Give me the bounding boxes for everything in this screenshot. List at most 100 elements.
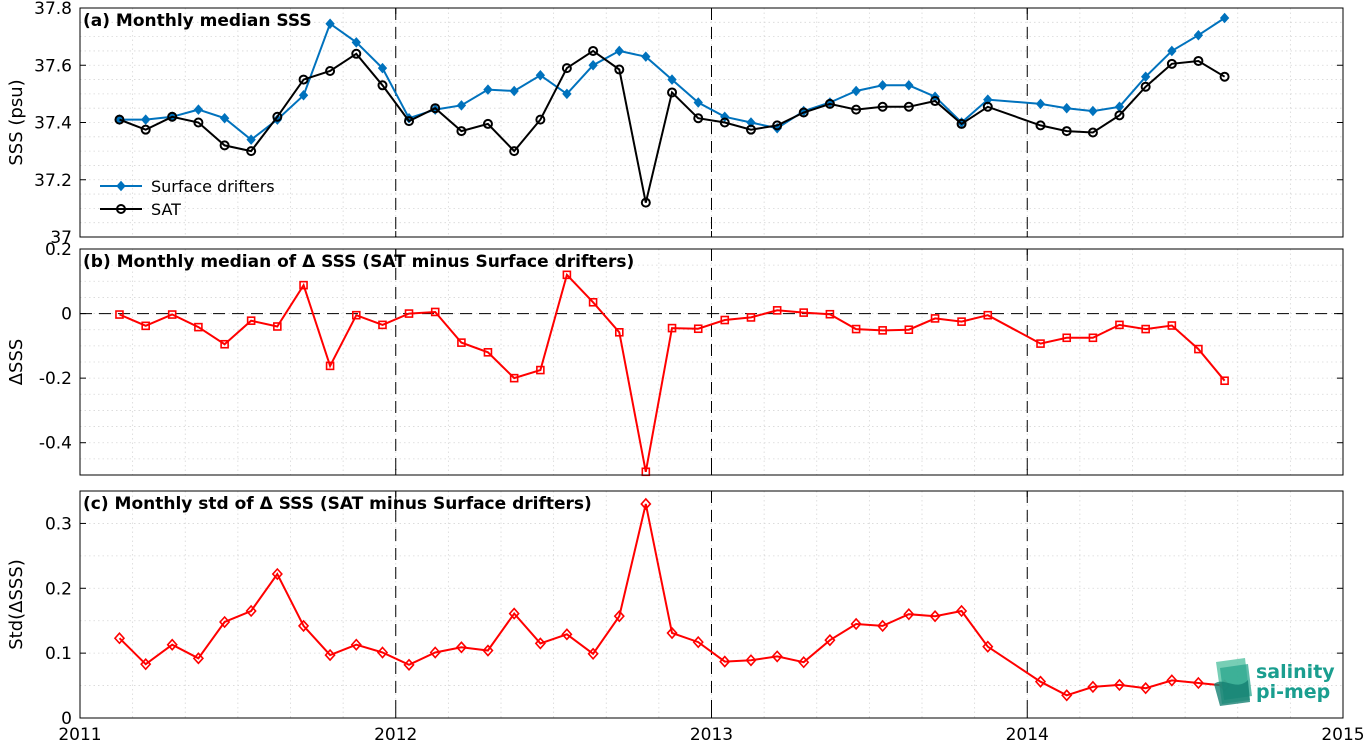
series-line [118, 503, 1225, 697]
data-point [193, 117, 204, 128]
data-point [483, 84, 493, 95]
data-point [1220, 376, 1229, 386]
data-point [1088, 105, 1098, 117]
ytick-label: 37 [50, 228, 72, 248]
ytick-label: 37.2 [34, 171, 72, 191]
data-point [641, 51, 651, 62]
data-point [246, 316, 256, 325]
data-point [1061, 689, 1073, 702]
data-point [404, 309, 414, 318]
axes-frame-c [79, 490, 1344, 719]
data-point [982, 640, 994, 653]
data-point [456, 126, 467, 137]
data-point [113, 632, 126, 645]
chart-title: (b) Monthly median of Δ SSS (SAT minus S… [83, 252, 634, 272]
data-point [299, 280, 308, 290]
data-point [404, 116, 415, 127]
data-point [930, 314, 940, 323]
data-point [957, 317, 966, 326]
data-point [1140, 71, 1151, 82]
data-point [1062, 333, 1072, 343]
chart-title: (c) Monthly std of Δ SSS (SAT minus Surf… [83, 494, 592, 514]
data-point [667, 74, 677, 85]
data-point [667, 323, 677, 333]
xtick-label: 2011 [58, 725, 101, 745]
data-point [877, 80, 888, 91]
data-point [377, 62, 388, 74]
data-point [245, 604, 257, 618]
ytick-label: -0.4 [39, 434, 72, 454]
data-point [455, 641, 468, 654]
wave-logo-icon [1214, 658, 1252, 706]
series-b-0 [115, 270, 1229, 477]
data-point [325, 361, 335, 371]
data-point [903, 608, 915, 621]
legend-marker [116, 180, 126, 192]
data-point [1115, 320, 1124, 330]
data-point [535, 114, 546, 125]
ytick-label: -0.2 [39, 369, 72, 389]
data-point [483, 348, 493, 357]
data-point [799, 308, 808, 317]
data-point [1193, 55, 1204, 66]
data-point [114, 114, 125, 125]
data-point [297, 619, 310, 633]
data-point [219, 140, 230, 151]
data-point [272, 114, 283, 125]
logo-text-line1: salinity [1256, 661, 1335, 683]
data-point [745, 654, 757, 667]
series-line [119, 272, 1226, 472]
data-point [324, 648, 336, 662]
data-point [508, 607, 520, 620]
data-point [1061, 126, 1072, 137]
data-point [141, 321, 150, 331]
data-point [192, 652, 204, 665]
data-point [1194, 344, 1203, 354]
ytick-label: 0.2 [45, 240, 72, 260]
panel-c: 0 0.1 0.2 0.3 2011 2012 2013 2014 2015 Std(ΔSSS) (… [6, 490, 1365, 745]
data-point [429, 646, 441, 659]
data-point [534, 637, 546, 650]
data-point [614, 64, 625, 75]
series-a-1 [114, 45, 1230, 208]
data-point [692, 635, 704, 649]
data-point [956, 118, 967, 129]
salinity-pi-mep-logo: salinity pi-mep [1214, 658, 1335, 706]
data-point [772, 306, 782, 315]
data-point [666, 626, 678, 640]
ytick-label: 37.8 [34, 0, 72, 19]
data-point [351, 48, 362, 59]
data-point [115, 310, 124, 319]
data-point [561, 628, 573, 641]
data-point [614, 45, 624, 57]
ytick-label: 37.6 [34, 56, 72, 76]
data-point [1219, 71, 1230, 82]
data-point [824, 633, 836, 647]
data-point [140, 124, 151, 135]
data-point [298, 74, 309, 85]
ytick-label: 0 [61, 709, 72, 729]
logo-text-line2: pi-mep [1256, 681, 1330, 703]
ytick-label: 0 [61, 305, 72, 325]
data-point [220, 339, 229, 349]
data-point [482, 118, 493, 129]
legend-entry: Surface drifters [151, 177, 275, 196]
data-point [851, 324, 861, 334]
legend: Surface drifters SAT [100, 177, 275, 219]
data-point [1166, 674, 1178, 687]
data-point [955, 604, 968, 618]
data-point [587, 647, 599, 660]
data-point [140, 657, 152, 671]
data-point [298, 90, 309, 101]
xtick-label: 2013 [690, 725, 733, 745]
ytick-label: 0.2 [45, 579, 72, 599]
data-point [482, 644, 494, 657]
data-point [1034, 675, 1047, 688]
data-point [536, 365, 545, 375]
data-point [878, 326, 887, 335]
data-point [377, 80, 388, 91]
data-point [1087, 127, 1098, 138]
data-point [457, 338, 466, 347]
data-point [141, 114, 151, 125]
